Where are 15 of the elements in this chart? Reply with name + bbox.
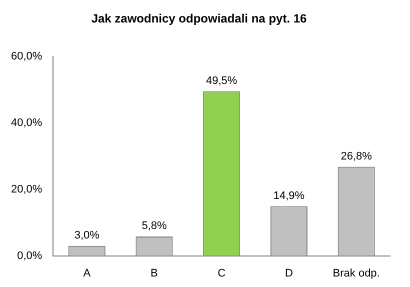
- data-label: 26,8%: [340, 150, 372, 162]
- y-tick-label: 0,0%: [17, 250, 42, 262]
- y-tick-label: 40,0%: [10, 116, 42, 129]
- data-label: 3,0%: [74, 229, 100, 242]
- y-tick-label: 60,0%: [10, 50, 42, 62]
- data-label: 14,9%: [273, 190, 305, 202]
- data-label: 5,8%: [142, 220, 167, 232]
- x-tick-label: A: [83, 267, 92, 280]
- data-label: 49,5%: [206, 74, 238, 87]
- x-tick-label: B: [150, 267, 158, 280]
- x-tick-label: Brak odp.: [332, 267, 380, 280]
- y-tick-label: 20,0%: [10, 183, 42, 196]
- x-tick-label: C: [218, 267, 226, 280]
- x-tick-label: D: [284, 267, 293, 280]
- chart-title: Jak zawodnicy odpowiadali na pyt. 16: [91, 12, 308, 26]
